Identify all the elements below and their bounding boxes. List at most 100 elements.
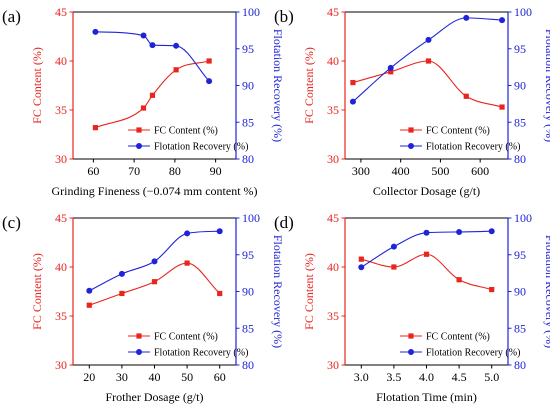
- fc-data-point: [388, 69, 394, 75]
- left-y-tick-label: 45: [55, 211, 67, 225]
- recovery-data-point: [92, 28, 99, 35]
- right-y-tick-label: 95: [242, 248, 254, 262]
- x-axis-label: Collector Dosage (g/t): [373, 184, 480, 198]
- fc-data-point: [184, 260, 190, 266]
- recovery-data-point: [456, 228, 463, 235]
- legend-circle-marker: [136, 143, 142, 149]
- chart-panel: 3.0 3.5 4.0 4.5 5.0 30 35 40 45 80 85 90 95 100 Flotat…: [274, 211, 550, 404]
- recovery-data-point: [387, 64, 394, 71]
- left-y-tick-label: 35: [327, 103, 339, 117]
- legend-square-marker: [408, 127, 414, 133]
- left-y-tick-label: 30: [55, 358, 67, 372]
- x-tick-label: 50: [181, 370, 193, 384]
- x-tick-label: 3.0: [354, 370, 369, 384]
- fc-data-point: [206, 58, 212, 64]
- right-y-tick-label: 90: [242, 79, 254, 93]
- fc-data-point: [140, 105, 147, 111]
- right-y-tick-label: 90: [514, 79, 526, 93]
- legend-entry: Flotation Recovery (%): [128, 348, 248, 359]
- fc-data-point: [391, 264, 397, 270]
- left-y-axis-label: FC Content (%): [30, 253, 44, 330]
- x-tick-label: 400: [392, 164, 410, 178]
- x-tick-label: 3.5: [386, 370, 401, 384]
- right-y-tick-label: 85: [514, 115, 526, 129]
- legend-entry: Flotation Recovery (%): [128, 142, 248, 153]
- fc-data-point: [350, 79, 356, 86]
- legend-entry: Flotation Recovery (%): [400, 348, 520, 359]
- right-y-tick-label: 95: [242, 42, 254, 56]
- legend-label: Flotation Recovery (%): [154, 348, 248, 359]
- right-y-axis-label: Flotation Recovery (%): [543, 29, 550, 142]
- right-y-tick-label: 80: [242, 358, 254, 372]
- left-y-tick-label: 40: [55, 260, 67, 274]
- legend-entry: FC Content (%): [400, 126, 490, 137]
- series-line: [361, 253, 492, 291]
- legend-square-marker: [408, 333, 414, 339]
- right-y-tick-label: 80: [514, 358, 526, 372]
- left-y-tick-label: 30: [327, 152, 339, 166]
- fc-data-point: [423, 251, 430, 257]
- recovery-data-point: [173, 42, 180, 49]
- right-y-axis-label: Flotation Recovery (%): [271, 29, 285, 142]
- x-axis-label: Flotation Time (min): [376, 390, 477, 404]
- recovery-data-point: [140, 32, 147, 39]
- fc-data-point: [456, 277, 462, 283]
- legend-square-marker: [136, 333, 142, 339]
- x-tick-label: 30: [116, 370, 128, 384]
- legend-circle-marker: [136, 349, 142, 355]
- right-y-tick-label: 100: [242, 211, 260, 225]
- recovery-data-point: [488, 228, 495, 235]
- right-y-tick-label: 90: [242, 285, 254, 299]
- left-y-tick-label: 45: [327, 211, 339, 225]
- x-tick-label: 4.0: [419, 370, 434, 384]
- left-y-axis-label: FC Content (%): [30, 47, 44, 124]
- right-y-tick-label: 95: [514, 42, 526, 56]
- legend-square-marker: [136, 127, 142, 133]
- left-y-tick-label: 30: [327, 358, 339, 372]
- legend-label: FC Content (%): [426, 126, 490, 137]
- left-y-tick-label: 40: [327, 260, 339, 274]
- right-y-axis-label: Flotation Recovery (%): [543, 235, 550, 348]
- left-y-tick-label: 35: [55, 309, 67, 323]
- right-y-tick-label: 100: [514, 211, 532, 225]
- right-y-tick-label: 80: [514, 152, 526, 166]
- chart-panel: 20 30 40 50 60 30 35 40 45 80 85 90 95 100 Frother Dos…: [2, 211, 285, 404]
- recovery-data-point: [151, 258, 158, 265]
- legend-entry: FC Content (%): [128, 126, 218, 137]
- right-y-tick-label: 90: [514, 285, 526, 299]
- x-tick-label: 4.5: [452, 370, 467, 384]
- recovery-data-point: [349, 98, 356, 105]
- recovery-data-point: [358, 264, 365, 271]
- left-y-tick-label: 45: [327, 5, 339, 19]
- fc-data-point: [151, 279, 158, 285]
- recovery-data-point: [206, 78, 213, 85]
- fc-data-point: [358, 256, 364, 262]
- right-y-tick-label: 80: [242, 152, 254, 166]
- right-y-tick-label: 95: [514, 248, 526, 262]
- right-y-axis-label: Flotation Recovery (%): [271, 235, 285, 348]
- legend-label: Flotation Recovery (%): [426, 348, 520, 359]
- recovery-data-point: [118, 270, 125, 277]
- legend-circle-marker: [408, 143, 414, 149]
- right-y-tick-label: 85: [242, 115, 254, 129]
- panel-label: (c): [2, 213, 21, 232]
- left-y-tick-label: 35: [327, 309, 339, 323]
- x-tick-label: 300: [352, 164, 370, 178]
- left-y-tick-label: 40: [327, 54, 339, 68]
- fc-data-point: [425, 58, 432, 64]
- legend-label: FC Content (%): [426, 332, 490, 343]
- right-y-tick-label: 85: [242, 321, 254, 335]
- fc-data-point: [217, 290, 223, 297]
- legend-entry: FC Content (%): [400, 332, 490, 343]
- left-y-tick-label: 35: [55, 103, 67, 117]
- panel-label: (d): [274, 213, 294, 232]
- legend-label: FC Content (%): [154, 126, 218, 137]
- legend-label: Flotation Recovery (%): [154, 142, 248, 153]
- chart-panel: 60 70 80 90 30 35 40 45 80 85 90 95 100 Grinding Fine…: [2, 5, 285, 198]
- series-line: [352, 60, 503, 108]
- left-y-tick-label: 40: [55, 54, 67, 68]
- fc-data-point: [119, 290, 125, 297]
- legend-label: FC Content (%): [154, 332, 218, 343]
- x-tick-label: 90: [210, 164, 222, 178]
